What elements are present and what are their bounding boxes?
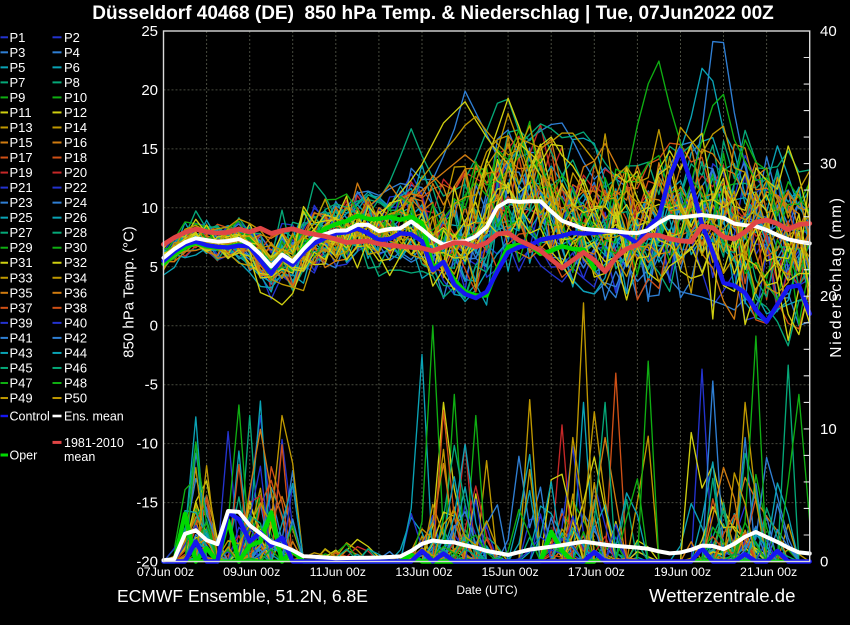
svg-text:0: 0 — [150, 318, 158, 335]
svg-text:P4: P4 — [64, 45, 80, 60]
svg-text:13Jun 00z: 13Jun 00z — [395, 565, 452, 579]
svg-text:Niederschlag (mm): Niederschlag (mm) — [828, 196, 845, 358]
svg-text:P50: P50 — [64, 391, 87, 406]
svg-text:25: 25 — [141, 23, 158, 40]
svg-text:-5: -5 — [145, 377, 158, 394]
svg-text:P26: P26 — [64, 210, 87, 225]
svg-text:P2: P2 — [64, 30, 80, 45]
svg-text:P6: P6 — [64, 60, 80, 75]
svg-text:P32: P32 — [64, 255, 87, 270]
svg-text:Ens. mean: Ens. mean — [64, 410, 124, 424]
svg-text:P42: P42 — [64, 330, 87, 345]
svg-text:30: 30 — [820, 156, 837, 173]
svg-text:P5: P5 — [10, 60, 26, 75]
svg-text:mean: mean — [64, 450, 95, 464]
svg-text:Düsseldorf 40468 (DE) 850 hPa: Düsseldorf 40468 (DE) 850 hPa Temp. & Ni… — [92, 3, 774, 24]
svg-text:Wetterzentrale.de: Wetterzentrale.de — [649, 585, 795, 606]
svg-text:10: 10 — [141, 200, 158, 217]
svg-text:P25: P25 — [10, 210, 33, 225]
svg-text:20: 20 — [141, 82, 158, 99]
svg-text:P31: P31 — [10, 255, 33, 270]
svg-text:P16: P16 — [64, 135, 87, 150]
svg-text:09Jun 00z: 09Jun 00z — [223, 565, 280, 579]
svg-text:P40: P40 — [64, 315, 87, 330]
svg-text:P39: P39 — [10, 315, 33, 330]
svg-text:P17: P17 — [10, 150, 33, 165]
svg-text:1981-2010: 1981-2010 — [64, 436, 124, 450]
svg-text:-15: -15 — [136, 495, 158, 512]
svg-text:P34: P34 — [64, 270, 87, 285]
svg-text:P12: P12 — [64, 105, 87, 120]
svg-text:850 hPa Temp. (°C): 850 hPa Temp. (°C) — [121, 226, 138, 358]
svg-text:P36: P36 — [64, 285, 87, 300]
svg-text:17Jun 00z: 17Jun 00z — [568, 565, 625, 579]
svg-text:-20: -20 — [136, 554, 158, 571]
svg-text:P37: P37 — [10, 300, 33, 315]
svg-text:P49: P49 — [10, 391, 33, 406]
svg-text:-10: -10 — [136, 436, 158, 453]
svg-text:P3: P3 — [10, 45, 26, 60]
svg-text:P27: P27 — [10, 225, 33, 240]
svg-text:P1: P1 — [10, 30, 26, 45]
svg-text:P46: P46 — [64, 361, 87, 376]
svg-text:P24: P24 — [64, 195, 87, 210]
svg-text:P41: P41 — [10, 330, 33, 345]
svg-text:P7: P7 — [10, 75, 26, 90]
svg-text:40: 40 — [820, 23, 837, 40]
svg-text:P18: P18 — [64, 150, 87, 165]
svg-text:P9: P9 — [10, 90, 26, 105]
svg-text:P30: P30 — [64, 240, 87, 255]
svg-text:P38: P38 — [64, 300, 87, 315]
svg-text:P19: P19 — [10, 165, 33, 180]
svg-text:Date (UTC): Date (UTC) — [456, 583, 517, 597]
svg-text:20: 20 — [820, 288, 837, 305]
svg-text:10: 10 — [820, 421, 837, 438]
svg-text:P23: P23 — [10, 195, 33, 210]
svg-text:P13: P13 — [10, 120, 33, 135]
svg-text:11Jun 00z: 11Jun 00z — [310, 565, 366, 579]
svg-text:P43: P43 — [10, 345, 33, 360]
svg-text:P35: P35 — [10, 285, 33, 300]
svg-text:15: 15 — [141, 141, 158, 158]
svg-text:P47: P47 — [10, 376, 33, 391]
svg-text:P14: P14 — [64, 120, 87, 135]
svg-text:P48: P48 — [64, 376, 87, 391]
svg-text:P20: P20 — [64, 165, 87, 180]
svg-text:P44: P44 — [64, 345, 87, 360]
svg-text:21Jun 00z: 21Jun 00z — [740, 565, 797, 579]
svg-text:P8: P8 — [64, 75, 80, 90]
svg-text:P22: P22 — [64, 180, 87, 195]
svg-text:ECMWF Ensemble, 51.2N, 6.8E: ECMWF Ensemble, 51.2N, 6.8E — [117, 586, 368, 606]
svg-text:07Jun 00z: 07Jun 00z — [137, 565, 194, 579]
svg-text:P15: P15 — [10, 135, 33, 150]
svg-text:P21: P21 — [10, 180, 33, 195]
svg-text:0: 0 — [820, 554, 828, 571]
svg-text:P28: P28 — [64, 225, 87, 240]
svg-text:5: 5 — [150, 259, 158, 276]
svg-text:19Jun 00z: 19Jun 00z — [654, 565, 711, 579]
svg-text:P11: P11 — [10, 105, 32, 120]
svg-text:P10: P10 — [64, 90, 87, 105]
svg-text:P45: P45 — [10, 361, 33, 376]
svg-text:P33: P33 — [10, 270, 33, 285]
svg-text:Oper: Oper — [10, 449, 38, 463]
svg-text:Control: Control — [10, 410, 50, 424]
svg-text:P29: P29 — [10, 240, 33, 255]
svg-text:15Jun 00z: 15Jun 00z — [482, 565, 539, 579]
